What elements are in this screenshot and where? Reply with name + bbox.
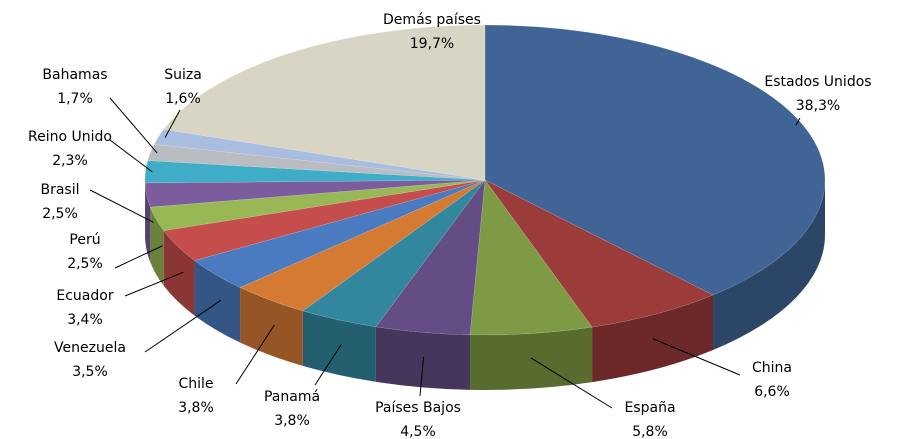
leader-line — [114, 245, 163, 269]
slice-value-label: 3,8% — [178, 400, 214, 416]
slice-side — [592, 294, 714, 383]
slice-value-label: 1,7% — [57, 91, 93, 107]
leader-line — [419, 356, 425, 397]
slice-label: Brasil — [40, 182, 79, 198]
slice-value-label: 1,6% — [165, 91, 201, 107]
leader-line — [144, 299, 222, 353]
slice-value-label: 3,5% — [72, 364, 108, 380]
slice — [144, 179, 486, 208]
leader-line — [235, 324, 275, 385]
leader-line — [652, 338, 741, 376]
slice-value-label: 2,5% — [67, 256, 103, 272]
slice-label: Países Bajos — [375, 400, 461, 416]
slice-label: Demás países — [383, 12, 481, 28]
slice-value-label: 19,7% — [410, 36, 454, 52]
leader-line — [530, 357, 613, 409]
slice-side — [194, 260, 241, 343]
slice — [193, 179, 486, 288]
slice-value-label: 3,4% — [67, 312, 103, 328]
leader-line — [109, 97, 158, 154]
slice — [239, 179, 486, 312]
slice-label: Perú — [69, 232, 100, 248]
slice — [144, 160, 486, 184]
slice — [375, 179, 486, 336]
slice-value-label: 6,6% — [754, 384, 790, 400]
slice — [302, 179, 486, 328]
slice — [163, 24, 486, 181]
slice-label: Estados Unidos — [764, 74, 871, 90]
slice-value-label: 3,8% — [274, 413, 310, 429]
slice-label: Ecuador — [56, 288, 113, 304]
slice — [149, 179, 486, 231]
slice-label: Reino Unido — [28, 129, 112, 145]
slice-label: Suiza — [164, 67, 202, 83]
slice — [163, 179, 486, 261]
slice-value-label: 2,3% — [52, 153, 88, 169]
slice-label: Chile — [178, 376, 213, 392]
slice-value-label: 38,3% — [796, 98, 840, 114]
leader-line — [89, 189, 154, 223]
slice — [484, 24, 826, 296]
slice-side — [302, 310, 376, 382]
slice-sides — [145, 180, 825, 390]
slice — [147, 144, 486, 181]
slice-tops — [144, 24, 826, 336]
slice-value-label: 4,5% — [400, 424, 436, 439]
slice — [469, 179, 593, 336]
slice-label: Bahamas — [42, 67, 107, 83]
leader-line — [314, 344, 342, 386]
leader-line — [109, 139, 153, 173]
slice-label: Venezuela — [54, 340, 126, 356]
slice-side — [145, 182, 151, 263]
slice-label: China — [752, 360, 792, 376]
slice-label: España — [624, 400, 675, 416]
leader-line — [795, 117, 801, 126]
slice-value-label: 5,8% — [632, 424, 668, 439]
slice-value-label: 2,5% — [42, 206, 78, 222]
leader-line — [124, 271, 184, 297]
leader-line — [164, 109, 181, 138]
slice — [484, 179, 714, 328]
slice-side — [240, 287, 303, 366]
slice-side — [150, 207, 164, 286]
slice-side — [163, 230, 195, 316]
slice — [153, 129, 486, 181]
slice-side — [713, 180, 825, 350]
slice-label: Panamá — [264, 389, 320, 405]
